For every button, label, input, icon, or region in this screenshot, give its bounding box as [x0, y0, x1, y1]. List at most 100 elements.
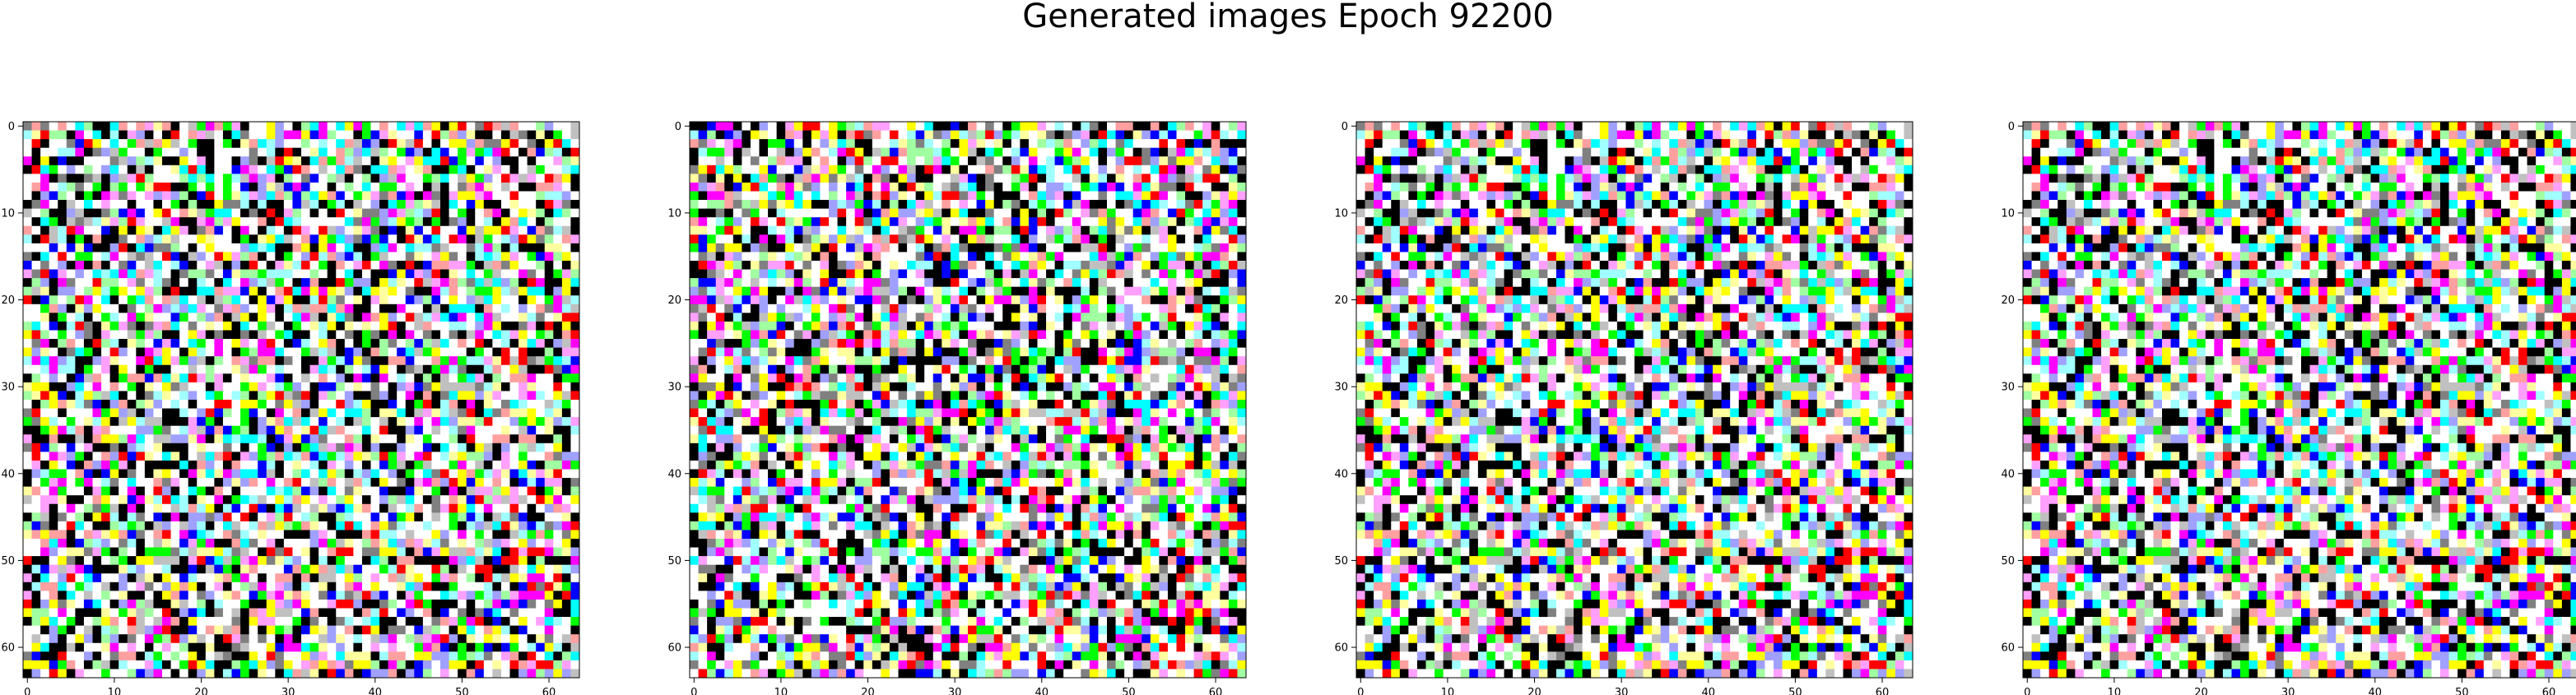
pixel-cell: [388, 295, 398, 305]
pixel-cell: [214, 321, 224, 331]
pixel-cell: [197, 122, 207, 131]
pixel-cell: [500, 347, 510, 357]
pixel-cell: [492, 564, 502, 574]
pixel-cell: [344, 391, 354, 401]
pixel-cell: [492, 469, 502, 479]
pixel-cell: [1115, 217, 1125, 227]
pixel-cell: [388, 495, 398, 505]
pixel-cell: [492, 434, 502, 444]
pixel-cell: [1081, 174, 1090, 183]
pixel-cell: [353, 530, 363, 540]
pixel-cell: [75, 512, 85, 522]
pixel-cell: [802, 156, 812, 166]
pixel-cell: [336, 669, 346, 679]
pixel-cell: [742, 156, 751, 166]
pixel-cell: [353, 164, 363, 174]
pixel-cell: [518, 512, 528, 522]
pixel-cell: [301, 442, 310, 452]
pixel-cell: [119, 469, 128, 479]
pixel-cell: [1063, 225, 1073, 235]
pixel-cell: [249, 191, 258, 201]
pixel-cell: [1142, 139, 1151, 149]
pixel-cell: [759, 200, 769, 209]
pixel-cell: [197, 512, 207, 522]
pixel-cell: [570, 530, 580, 540]
pixel-cell: [336, 495, 346, 505]
pixel-cell: [336, 243, 346, 253]
pixel-cell: [266, 278, 276, 288]
pixel-cell: [127, 625, 137, 635]
pixel-cell: [197, 313, 207, 322]
pixel-cell: [872, 147, 881, 157]
pixel-cell: [336, 261, 346, 270]
pixel-cell: [23, 617, 32, 626]
pixel-cell: [1211, 139, 1221, 149]
pixel-cell: [361, 356, 371, 366]
pixel-cell: [222, 608, 232, 618]
pixel-cell: [500, 303, 510, 313]
pixel-cell: [431, 174, 441, 183]
pixel-cell: [101, 191, 110, 201]
pixel-cell: [249, 164, 258, 174]
pixel-cell: [544, 122, 554, 131]
pixel-cell: [388, 156, 398, 166]
pixel-cell: [170, 321, 180, 331]
pixel-cell: [353, 478, 363, 487]
pixel-cell: [179, 460, 189, 470]
pixel-cell: [266, 208, 276, 218]
pixel-cell: [500, 208, 510, 218]
pixel-cell: [570, 174, 580, 183]
pixel-cell: [388, 547, 398, 557]
pixel-cell: [23, 156, 32, 166]
pixel-cell: [292, 339, 302, 348]
pixel-cell: [319, 556, 328, 566]
pixel-cell: [405, 364, 415, 374]
pixel-cell: [83, 539, 93, 548]
pixel-cell: [361, 330, 371, 340]
pixel-cell: [240, 539, 249, 548]
pixel-cell: [292, 382, 302, 392]
pixel-cell: [49, 391, 58, 401]
pixel-cell: [275, 200, 285, 209]
pixel-cell: [570, 434, 580, 444]
pixel-cell: [449, 208, 458, 218]
pixel-cell: [58, 234, 67, 244]
pixel-cell: [40, 130, 50, 140]
pixel-cell: [231, 347, 241, 357]
pixel-cell: [205, 234, 215, 244]
pixel-cell: [1228, 225, 1238, 235]
pixel-cell: [483, 634, 493, 644]
pixel-cell: [553, 442, 563, 452]
pixel-cell: [431, 286, 441, 296]
pixel-cell: [222, 625, 232, 635]
pixel-cell: [222, 539, 232, 548]
pixel-cell: [388, 208, 398, 218]
pixel-cell: [205, 530, 215, 540]
pixel-cell: [829, 174, 838, 183]
pixel-cell: [950, 191, 960, 201]
pixel-cell: [370, 339, 380, 348]
pixel-cell: [275, 591, 285, 600]
pixel-cell: [327, 347, 337, 357]
pixel-cell: [197, 191, 207, 201]
pixel-cell: [58, 391, 67, 401]
pixel-cell: [309, 564, 319, 574]
pixel-cell: [197, 243, 207, 253]
pixel-cell: [907, 130, 916, 140]
pixel-cell: [214, 356, 224, 366]
pixel-cell: [153, 139, 163, 149]
pixel-cell: [881, 234, 890, 244]
pixel-cell: [475, 512, 485, 522]
pixel-cell: [153, 364, 163, 374]
pixel-cell: [414, 530, 424, 540]
pixel-cell: [1193, 174, 1203, 183]
pixel-cell: [119, 313, 128, 322]
pixel-cell: [993, 234, 1003, 244]
pixel-cell: [431, 573, 441, 583]
pixel-cell: [544, 225, 554, 235]
pixel-cell: [240, 391, 249, 401]
pixel-cell: [898, 174, 908, 183]
pixel-cell: [58, 278, 67, 288]
pixel-cell: [319, 147, 328, 157]
pixel-cell: [527, 174, 537, 183]
